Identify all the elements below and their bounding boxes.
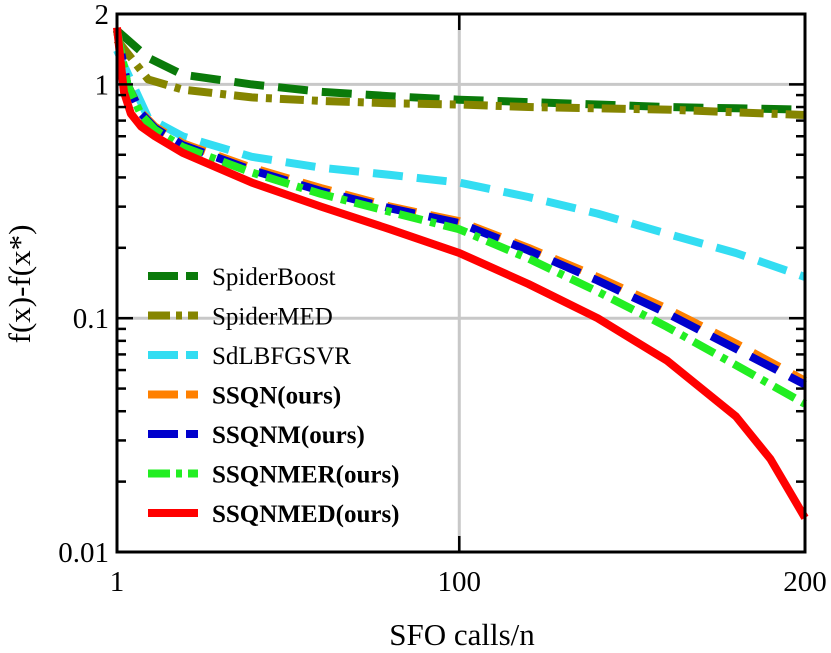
legend-label-ssqnmed-ours: SSQNMED(ours) bbox=[212, 501, 400, 528]
x-tick-label: 1 bbox=[110, 566, 125, 598]
legend-label-spidermed: SpiderMED bbox=[212, 304, 333, 331]
x-tick-label: 100 bbox=[438, 566, 482, 598]
series-line-spidermed bbox=[113, 37, 806, 119]
y-tick-label: 2 bbox=[95, 0, 110, 31]
legend-label-sdlbfgsvr: SdLBFGSVR bbox=[212, 343, 351, 370]
series-line-sdlbfgsvr bbox=[113, 48, 807, 281]
plot-frame bbox=[115, 12, 807, 554]
x-axis-title: SFO calls/n bbox=[389, 617, 535, 652]
y-tick-label: 0.1 bbox=[73, 303, 109, 335]
series-line-spiderboost bbox=[114, 27, 806, 114]
axes: 0.01 0.1 1 2 1 100 200 bbox=[58, 0, 827, 598]
legend-label-spiderboost: SpiderBoost bbox=[212, 264, 336, 291]
legend-label-ssqnmer-ours: SSQNMER(ours) bbox=[212, 462, 400, 489]
series-layer bbox=[113, 27, 809, 520]
y-tick-label: 1 bbox=[95, 69, 110, 101]
y-tick-label: 0.01 bbox=[58, 537, 109, 569]
x-tick-label: 200 bbox=[783, 566, 827, 598]
series-line-ssqnmer-ours bbox=[113, 29, 807, 408]
legend-label-ssqnm-ours: SSQNM(ours) bbox=[212, 422, 365, 449]
series-line-ssqnmed-ours bbox=[113, 27, 809, 520]
legend-label-ssqn-ours: SSQN(ours) bbox=[212, 383, 341, 410]
legend: SpiderBoost SpiderMED SdLBFGSVR SSQN(ours) S… bbox=[148, 264, 400, 528]
y-axis-title: f(x)-f(x*) bbox=[2, 225, 37, 344]
